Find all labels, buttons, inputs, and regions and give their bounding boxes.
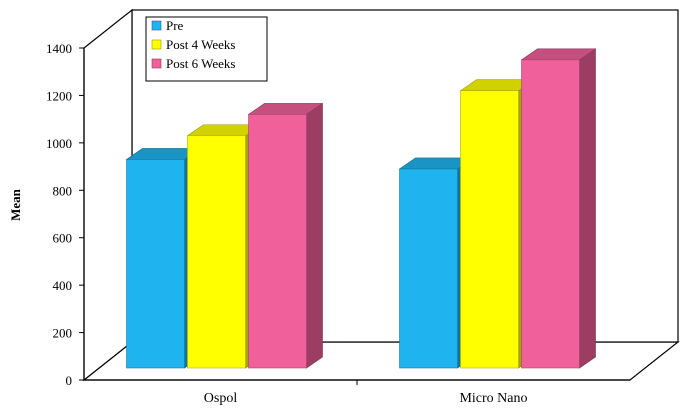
bar-front-face bbox=[126, 159, 185, 369]
legend-swatch bbox=[151, 20, 162, 31]
x-axis: Ospol Micro Nano bbox=[84, 379, 630, 406]
side-wall bbox=[83, 8, 133, 382]
bar-front-face bbox=[187, 135, 246, 369]
bar bbox=[247, 102, 324, 369]
bar-side-face bbox=[306, 102, 323, 369]
legend-item: Post 4 Weeks bbox=[151, 37, 236, 52]
legend-box bbox=[145, 16, 268, 82]
bar-front-face bbox=[248, 114, 307, 369]
legend: Pre Post 4 Weeks Post 6 Weeks bbox=[145, 16, 268, 82]
y-tick-label: 600 bbox=[53, 231, 73, 246]
y-tick-label: 800 bbox=[53, 183, 73, 198]
bar-front-face bbox=[460, 90, 519, 369]
legend-label: Post 6 Weeks bbox=[166, 56, 236, 71]
y-tick-label: 0 bbox=[66, 373, 73, 388]
y-tick-label: 1000 bbox=[46, 136, 72, 151]
legend-label: Post 4 Weeks bbox=[166, 37, 236, 52]
bars-group bbox=[125, 48, 597, 369]
x-tick-label: Micro Nano bbox=[459, 391, 527, 406]
bar bbox=[520, 48, 597, 369]
legend-label: Pre bbox=[166, 18, 184, 33]
y-tick-label: 1400 bbox=[46, 41, 72, 56]
y-axis-label: Mean bbox=[8, 188, 23, 221]
y-tick-label: 1200 bbox=[46, 88, 72, 103]
bar-front-face bbox=[399, 168, 458, 369]
y-axis: Mean 0 200 400 600 800 1000 1200 1400 bbox=[8, 41, 85, 388]
x-tick-label: Ospol bbox=[204, 391, 238, 406]
y-tick-label: 200 bbox=[53, 326, 73, 341]
legend-swatch bbox=[151, 39, 162, 50]
y-tick-label: 400 bbox=[53, 278, 73, 293]
legend-swatch bbox=[151, 58, 162, 69]
bar-front-face bbox=[521, 59, 580, 369]
legend-item: Post 6 Weeks bbox=[151, 56, 236, 71]
bar-side-face bbox=[579, 48, 596, 369]
legend-item: Pre bbox=[151, 18, 184, 33]
